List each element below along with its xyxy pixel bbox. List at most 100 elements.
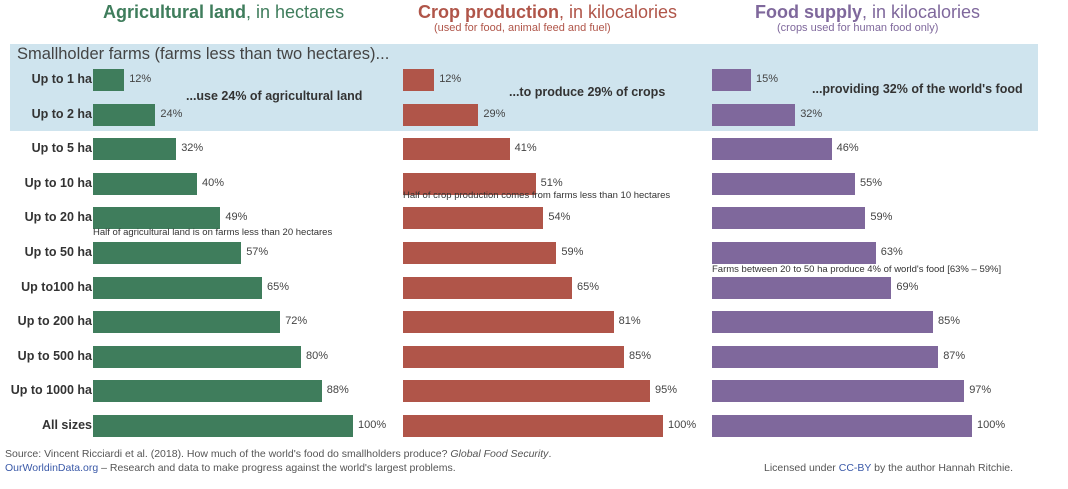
value-label: 59% [870, 211, 893, 224]
category-label: Up to 50 ha [24, 245, 92, 259]
license-post: by the author Hannah Ritchie. [871, 462, 1014, 474]
bar-crop [403, 345, 624, 368]
bar-crop [403, 69, 435, 91]
panel-title-crop-production: Crop production, in kilocalories [418, 2, 677, 23]
note-agricultural-land: Half of agricultural land is on farms le… [93, 227, 333, 238]
category-label: Up to 1 ha [31, 72, 92, 86]
value-label: 65% [267, 280, 290, 293]
panel-title-bold: Food supply [755, 2, 862, 22]
category-label: Up to 1000 ha [10, 383, 92, 398]
bar-agri [93, 276, 262, 299]
bar-crop [403, 138, 510, 161]
note-crop-production: Half of crop production comes from farms… [403, 190, 671, 201]
owid-footer: OurWorldinData.org – Research and data t… [5, 462, 456, 474]
bar-food [712, 345, 939, 368]
value-label: 40% [202, 176, 225, 189]
source-journal: Global Food Security [450, 448, 549, 460]
bar-agri [93, 138, 177, 161]
panel-subtitle-crop: (used for food, animal feed and fuel) [434, 22, 611, 34]
panel-title-rest: , in kilocalories [862, 2, 981, 22]
value-label: 100% [668, 419, 697, 431]
category-label: Up to 500 ha [17, 348, 92, 363]
panel-subtitle-food: (crops used for human food only) [777, 22, 939, 34]
value-label: 63% [880, 246, 903, 258]
value-label: 59% [561, 246, 584, 258]
bar-agri [93, 69, 125, 91]
value-label: 49% [225, 211, 248, 224]
category-label: Up to100 ha [21, 279, 92, 294]
category-label: Up to 2 ha [31, 106, 92, 121]
bar-agri [93, 415, 353, 437]
value-label: 54% [548, 211, 571, 224]
bar-agri [93, 380, 322, 403]
panel-title-agricultural-land: Agricultural land, in hectares [103, 2, 344, 23]
value-label: 85% [629, 349, 652, 362]
bar-food [712, 276, 892, 299]
bar-crop [403, 380, 650, 403]
bar-crop [403, 172, 536, 195]
value-label: 85% [938, 315, 961, 328]
value-label: 51% [540, 176, 563, 189]
bar-crop [403, 242, 557, 264]
category-label: Up to 200 ha [17, 314, 92, 329]
smallholder-highlight-band [10, 44, 1038, 131]
license-footer: Licensed under CC-BY by the author Hanna… [764, 462, 1013, 474]
source-end: . [548, 448, 552, 460]
bar-food [712, 69, 751, 91]
value-label: 65% [577, 280, 600, 293]
value-label: 55% [860, 176, 883, 189]
bar-food [712, 311, 933, 334]
owid-text: – Research and data to make progress aga… [98, 462, 456, 474]
bar-crop [403, 311, 614, 334]
value-label: 87% [943, 349, 966, 362]
value-label: 80% [306, 349, 329, 362]
bar-agri [93, 172, 197, 195]
value-label: 12% [129, 73, 152, 85]
owid-link[interactable]: OurWorldinData.org [5, 462, 99, 474]
value-label: 72% [285, 315, 308, 328]
callout-agricultural-land: ...use 24% of agricultural land [186, 89, 363, 103]
value-label: 15% [756, 73, 779, 85]
value-label: 95% [655, 384, 678, 397]
source-footer: Source: Vincent Ricciardi et al. (2018).… [5, 448, 551, 460]
value-label: 46% [836, 142, 859, 155]
bar-crop [403, 276, 572, 299]
bar-agri [93, 242, 242, 264]
bar-food [712, 242, 876, 264]
value-label: 97% [969, 384, 992, 397]
category-label: Up to 20 ha [24, 210, 92, 225]
callout-crop-production: ...to produce 29% of crops [509, 85, 666, 99]
bar-agri [93, 103, 156, 126]
source-text: Source: Vincent Ricciardi et al. (2018).… [5, 448, 451, 460]
bar-food [712, 138, 832, 161]
panel-title-bold: Agricultural land [103, 2, 247, 22]
value-label: 24% [160, 107, 183, 120]
value-label: 100% [358, 419, 387, 431]
bar-agri [93, 345, 301, 368]
bar-food [712, 207, 866, 230]
bar-crop [403, 207, 544, 230]
panel-title-rest: , in kilocalories [558, 2, 678, 22]
value-label: 32% [800, 107, 823, 120]
bar-food [712, 172, 855, 195]
license-pre: Licensed under [764, 462, 839, 474]
value-label: 41% [514, 142, 537, 155]
license-link[interactable]: CC-BY [838, 462, 872, 474]
value-label: 100% [977, 419, 1006, 431]
panel-title-rest: , in hectares [246, 2, 345, 22]
bar-food [712, 380, 965, 403]
category-label: Up to 10 ha [24, 175, 92, 190]
panel-title-food-supply: Food supply, in kilocalories [755, 2, 980, 23]
bar-food [712, 415, 972, 437]
callout-food-supply: ...providing 32% of the world's food [812, 82, 1023, 96]
value-label: 12% [439, 73, 462, 85]
value-label: 88% [326, 384, 349, 397]
category-label: Up to 5 ha [31, 141, 92, 156]
value-label: 32% [181, 142, 204, 155]
highlight-title: Smallholder farms (farms less than two h… [17, 45, 390, 63]
value-label: 69% [896, 280, 919, 293]
panel-title-bold: Crop production [418, 2, 559, 22]
value-label: 29% [483, 107, 506, 120]
bar-agri [93, 311, 281, 334]
bar-crop [403, 415, 663, 437]
